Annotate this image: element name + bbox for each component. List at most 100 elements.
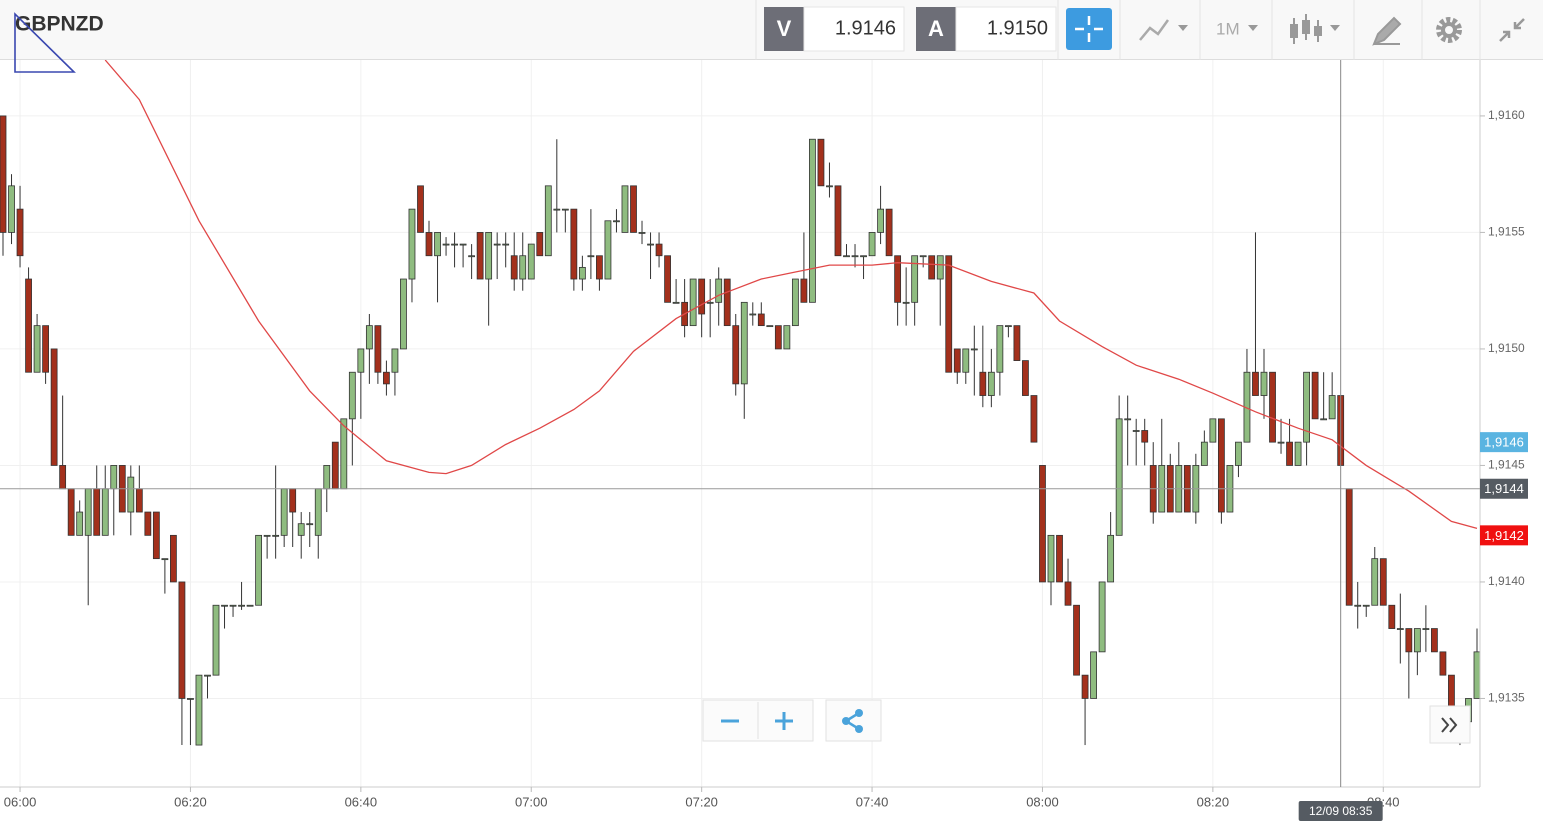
candle-body [843, 255, 850, 258]
collapse-icon[interactable] [1499, 18, 1525, 42]
candle-body [1311, 371, 1319, 420]
crosshair-y-marker [1480, 478, 1528, 499]
x-tick-label: 06:40 [345, 794, 378, 809]
price-marker [1480, 525, 1528, 546]
candle-body [1405, 628, 1413, 653]
candle-body [272, 534, 280, 537]
candle-body [178, 581, 186, 699]
candle-body [996, 325, 1004, 373]
candle-body [331, 441, 339, 490]
x-tick-label: 06:00 [4, 794, 37, 809]
x-tick-label: 06:20 [174, 794, 207, 809]
share-box [825, 699, 882, 742]
settings-icon[interactable] [1436, 17, 1462, 43]
candle-body [911, 255, 919, 303]
moving-average [104, 60, 1478, 530]
scroll-button[interactable] [1429, 705, 1471, 744]
candle-body [919, 255, 927, 258]
candle-body [144, 511, 152, 536]
x-tick-label: 07:00 [515, 794, 548, 809]
ask-button[interactable] [916, 7, 956, 51]
period[interactable]: 1M [1216, 19, 1240, 38]
zoom-in[interactable] [775, 712, 793, 730]
candle-body [127, 476, 135, 513]
candle-body [715, 278, 723, 303]
candle-body [519, 255, 527, 280]
candle-body [289, 488, 297, 513]
settings-icon [1441, 22, 1457, 38]
candle-body [1064, 581, 1072, 606]
candle-body [553, 208, 561, 211]
candle-body [1396, 628, 1404, 630]
candle-body [314, 488, 322, 536]
candle-body [204, 674, 211, 677]
bid-price: 1.9146 [835, 17, 896, 39]
candle-body [1200, 441, 1208, 466]
candle-body [0, 115, 7, 233]
candle-body [1439, 651, 1447, 676]
bid-button[interactable] [764, 7, 804, 51]
candle-body [783, 325, 791, 350]
candle-body [238, 604, 245, 607]
candle-body [826, 185, 833, 188]
candle-body [630, 185, 637, 233]
candle-body [1098, 581, 1106, 653]
candle-body [502, 243, 510, 246]
candle-body [365, 325, 373, 350]
candle-body [723, 278, 731, 327]
draw-icon[interactable] [1372, 16, 1402, 46]
candle-body [485, 232, 493, 280]
candle-body [110, 465, 118, 490]
drawing-triangle [14, 12, 76, 73]
candle-body [1107, 534, 1115, 583]
candle-body [101, 488, 109, 536]
candle-body [1362, 604, 1370, 607]
candle-body [170, 534, 177, 583]
candle-body [442, 243, 450, 246]
candle-body [391, 348, 399, 373]
candle-body [476, 232, 484, 280]
candle-body [672, 301, 680, 304]
candle-body [655, 243, 663, 257]
candle-body [1260, 371, 1268, 396]
x-tick-label: 08:20 [1197, 794, 1230, 809]
bid-field [803, 6, 905, 52]
candle-body [357, 348, 365, 373]
candle-body [1277, 441, 1285, 444]
candle-body [851, 255, 859, 258]
candle-body [1379, 558, 1387, 606]
candle-body [1030, 395, 1038, 443]
candle-body [945, 255, 953, 373]
candle-body [953, 348, 961, 373]
candle-body [689, 278, 697, 327]
candle-body [894, 255, 902, 303]
candle-body [757, 313, 765, 327]
candle-body [76, 511, 84, 536]
candle-body [706, 301, 714, 304]
x-tick-label: 07:20 [685, 794, 718, 809]
chart-type-icon[interactable] [1139, 19, 1170, 41]
candle-body [1413, 628, 1421, 653]
price-marker-label: 1,9146 [1484, 435, 1524, 450]
crosshair-button[interactable] [1066, 8, 1112, 50]
candle-body [1141, 430, 1149, 443]
candle-body [16, 208, 24, 257]
candle-body [1081, 674, 1089, 699]
candle-body [221, 604, 228, 607]
candle-body [1422, 628, 1430, 630]
candle-body [510, 255, 518, 280]
share-icon [855, 725, 863, 733]
candle-body [263, 534, 271, 537]
y-tick-label: 1,9150 [1488, 341, 1525, 355]
ask-field [955, 6, 1057, 52]
candle-body [860, 255, 867, 258]
candle-body [766, 325, 774, 328]
candle-body [280, 488, 288, 536]
candle-body [1022, 360, 1029, 396]
candle-body [50, 348, 58, 466]
candle-icon [1290, 24, 1298, 38]
candle-icon [1302, 20, 1310, 34]
candle-body [877, 208, 884, 233]
candle-body [604, 220, 612, 280]
